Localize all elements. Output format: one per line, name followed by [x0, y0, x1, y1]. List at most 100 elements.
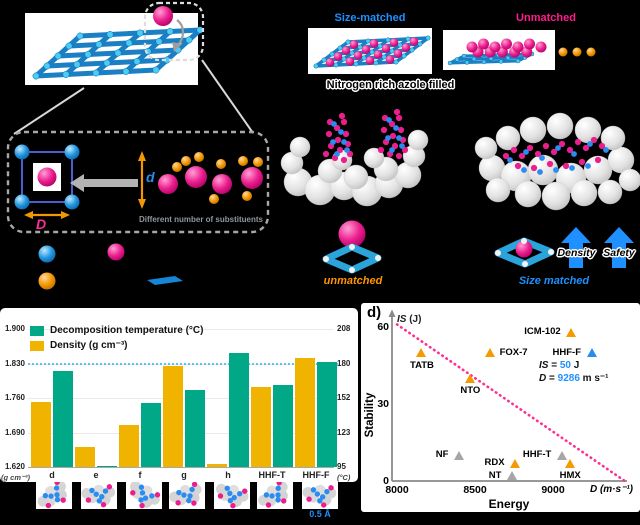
- size-matched-title: Size-matched: [334, 12, 406, 24]
- unmatched-cell-icon: [322, 220, 382, 274]
- guest-sphere-icon: [333, 52, 343, 61]
- scatter-point-ICM-102: [566, 327, 577, 337]
- ellipsis-dots-icon: [558, 47, 596, 57]
- scatter-point-HHF-F: [586, 348, 597, 358]
- bar-temperature-HHF-T: [273, 385, 293, 467]
- category-label: HHF-F: [302, 470, 330, 480]
- legend-label: Decomposition temperature (°C): [50, 325, 204, 336]
- density-up-arrow-icon: [561, 227, 591, 268]
- scatter-point-FOX-7: [485, 348, 496, 358]
- category-label: e: [93, 470, 99, 480]
- size-matched-caption: Size matched: [518, 275, 590, 287]
- guest-size-label: d: [146, 169, 155, 185]
- left-axis-tick: 1.690: [4, 427, 25, 437]
- scatter-label-ICM-102: ICM-102: [524, 326, 561, 338]
- scatter-label-TATB: TATB: [409, 359, 434, 371]
- guest-sphere-icon: [524, 38, 535, 50]
- category-label: HHF-T: [258, 470, 286, 480]
- bar-temperature-HHF-F: [317, 361, 337, 467]
- flat-framework-icon: [447, 51, 535, 66]
- left-axis-tick: 1.760: [4, 393, 25, 402]
- molecule-thumbnails: [33, 476, 338, 517]
- guest-sphere-icon: [353, 51, 363, 60]
- scatter-plot-panel: d) IS (J) Stability Energy D (m·s⁻¹) 60 3…: [361, 303, 640, 512]
- guest-size-arrow-icon: [138, 151, 146, 209]
- scatter-point-NTO: [464, 373, 475, 383]
- guest-sphere-icon: [512, 41, 524, 53]
- filled-framework-icon: [313, 35, 431, 69]
- guest-sphere-icon: [385, 55, 395, 64]
- guest-sphere-icon: [535, 41, 547, 53]
- category-label: f: [138, 470, 142, 480]
- bar-density-f: [119, 425, 139, 467]
- safety-up-arrow-icon: [604, 227, 634, 268]
- left-axis-tick: 1.620: [4, 462, 25, 471]
- x-axis-title: Energy: [488, 497, 530, 511]
- legend-item-temperature: Decomposition temperature (°C): [30, 324, 203, 337]
- unmatched-guest-stack-icon: [466, 38, 547, 58]
- legend-swatch-yellow-icon: [30, 340, 44, 351]
- scatter-point-HMX: [564, 458, 575, 468]
- scatter-label-NT: NT: [488, 469, 502, 481]
- density-label: Density: [557, 247, 596, 259]
- gridline: [28, 329, 334, 330]
- bar-temperature-h: [229, 353, 249, 467]
- scatter-label-HMX: HMX: [559, 470, 581, 482]
- guest-sphere-icon: [345, 57, 355, 66]
- guest-sphere-icon: [341, 46, 351, 55]
- category-label: h: [225, 470, 231, 480]
- right-axis-tick: 123: [337, 427, 351, 437]
- scatter-label-FOX-7: FOX-7: [499, 346, 528, 358]
- bar-temperature-e: [97, 465, 117, 467]
- callout-line: [13, 87, 85, 135]
- annotation-is-line: IS = 50 J: [539, 360, 580, 371]
- scatter-label-NF: NF: [435, 449, 449, 461]
- legend-item-density: Density (g cm⁻³): [30, 339, 203, 352]
- magnified-cell-box: [6, 130, 270, 234]
- insert-arrow-icon: [172, 42, 182, 52]
- scatter-point-TATB: [416, 348, 427, 358]
- safety-label: Safety: [603, 247, 635, 259]
- compare-arrow-icon: [70, 174, 138, 192]
- guest-sphere-icon: [501, 38, 512, 50]
- bar-density-e: [75, 446, 95, 467]
- bar-density-h: [207, 463, 227, 467]
- guest-sphere-icon: [349, 40, 359, 49]
- guest-sphere-icon: [466, 41, 478, 53]
- category-label: d: [49, 470, 55, 480]
- y-tick: 60: [377, 320, 389, 333]
- scatter-point-NF: [453, 450, 464, 460]
- size-note: 0.5 Å: [309, 509, 331, 519]
- bar-density-d: [31, 401, 51, 467]
- annotation-d-line: D = 9286 m s⁻¹: [539, 373, 609, 384]
- legend-spheres: [38, 243, 183, 290]
- guest-sphere-icon: [381, 44, 391, 53]
- packing-matched-icon: [474, 112, 640, 211]
- x-tick: 8000: [385, 484, 409, 496]
- bar-temperature-d: [53, 370, 73, 467]
- scatter-points-layer: 60 30 0 8000 8500 9000 TATB NTO FOX-7 ICM-102 HHF-…: [361, 303, 640, 512]
- callout-line: [201, 59, 254, 134]
- y-tick: 30: [377, 397, 389, 410]
- linker-rod-icon: [147, 276, 183, 285]
- right-axis-tick: 180: [337, 358, 351, 368]
- left-axis-tick: 1.830: [4, 358, 25, 368]
- y-axis-arrow-icon: [388, 309, 396, 317]
- guest-sphere-icon: [489, 41, 501, 53]
- guest-callout-box: [143, 1, 205, 62]
- x-tick: 9000: [541, 484, 565, 496]
- y-unit-symbol: IS: [397, 314, 407, 325]
- scatter-axes-canvas: [388, 309, 627, 483]
- cell-size-label: D: [36, 216, 47, 232]
- bar-density-g: [163, 366, 183, 467]
- scatter-point-RDX: [510, 458, 521, 468]
- scatter-label-RDX: RDX: [484, 457, 505, 469]
- packing-unmatched-icon: [280, 108, 429, 207]
- bar-temperature-f: [141, 403, 161, 467]
- unmatched-caption: unmatched: [323, 275, 383, 287]
- substituents-caption: Different number of substituents: [138, 215, 263, 224]
- bar-density-HHF-T: [251, 387, 271, 467]
- framework-lattice-icon: [32, 26, 204, 80]
